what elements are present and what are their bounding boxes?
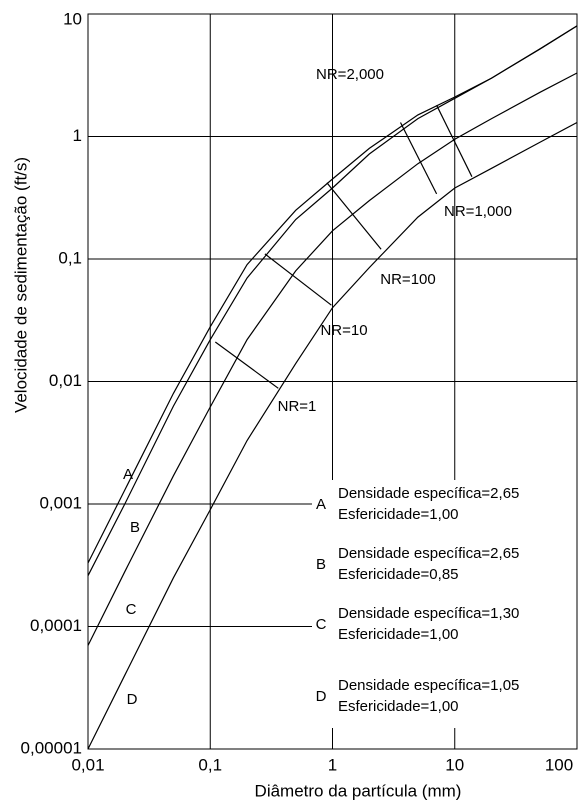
nr-label: NR=2,000 bbox=[316, 66, 384, 83]
y-tick-label: 10 bbox=[63, 9, 82, 28]
nr-line bbox=[214, 341, 279, 389]
nr-line bbox=[264, 253, 332, 306]
x-tick-label: 1 bbox=[328, 755, 337, 774]
curve-label: B bbox=[130, 519, 140, 536]
legend-text: Esfericidade=1,00 bbox=[338, 506, 459, 523]
nr-label: NR=1,000 bbox=[444, 203, 512, 220]
legend-text: Esfericidade=0,85 bbox=[338, 566, 459, 583]
curve-label: A bbox=[123, 466, 133, 483]
x-tick-label: 0,1 bbox=[198, 755, 222, 774]
legend-key: D bbox=[316, 688, 327, 705]
curve bbox=[87, 25, 578, 576]
legend-text: Densidade específica=1,05 bbox=[338, 677, 519, 694]
curve-label: D bbox=[127, 691, 138, 708]
x-axis-title: Diâmetro da partícula (mm) bbox=[255, 781, 462, 800]
curve bbox=[87, 72, 578, 646]
nr-line bbox=[436, 104, 473, 177]
y-axis-title: Velocidade de sedimentação (ft/s) bbox=[11, 157, 30, 413]
curve bbox=[87, 121, 578, 750]
legend-key: C bbox=[316, 616, 327, 633]
nr-line bbox=[326, 182, 382, 250]
legend-key: A bbox=[316, 496, 326, 513]
legend-text: Densidade específica=1,30 bbox=[338, 605, 519, 622]
y-tick-label: 0,001 bbox=[39, 493, 82, 512]
legend-background bbox=[312, 480, 577, 728]
legend-text: Densidade específica=2,65 bbox=[338, 485, 519, 502]
plot-frame bbox=[87, 13, 578, 750]
y-tick-label: 0,0001 bbox=[30, 616, 82, 635]
nr-label: NR=10 bbox=[320, 322, 367, 339]
nr-label: NR=1 bbox=[278, 398, 317, 415]
y-tick-label: 0,01 bbox=[49, 371, 82, 390]
x-tick-label: 100 bbox=[545, 755, 573, 774]
legend-text: Densidade específica=2,65 bbox=[338, 545, 519, 562]
y-tick-label: 0,00001 bbox=[21, 738, 82, 757]
y-tick-label: 1 bbox=[73, 126, 82, 145]
nr-label: NR=100 bbox=[380, 271, 435, 288]
legend-text: Esfericidade=1,00 bbox=[338, 698, 459, 715]
y-tick-label: 0,1 bbox=[58, 248, 82, 267]
x-tick-label: 0,01 bbox=[71, 755, 104, 774]
legend-text: Esfericidade=1,00 bbox=[338, 626, 459, 643]
curve-label: C bbox=[126, 601, 137, 618]
nr-line bbox=[399, 122, 438, 195]
legend-key: B bbox=[316, 556, 326, 573]
x-tick-label: 10 bbox=[445, 755, 464, 774]
